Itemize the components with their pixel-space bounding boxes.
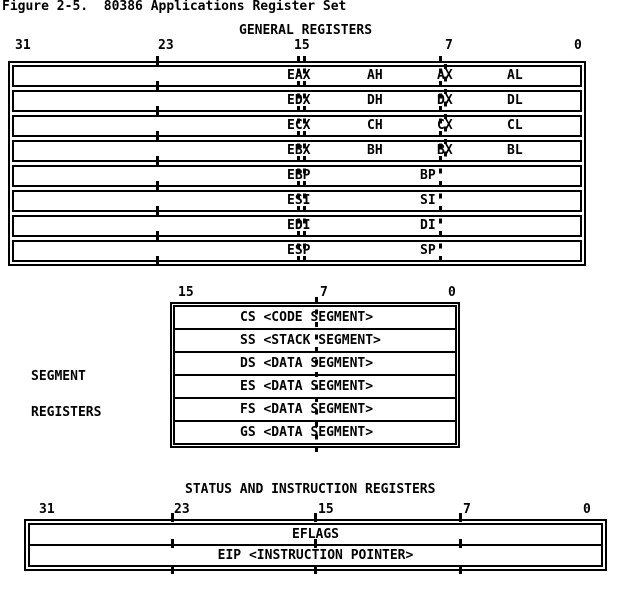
tick-line-bit23 xyxy=(156,56,159,268)
low-byte-label: BL xyxy=(507,143,523,158)
word-register-label: BP xyxy=(420,168,436,183)
status-tick-line-bit7 xyxy=(459,513,462,578)
tick-line-bit15-right xyxy=(303,56,306,268)
high-byte-label: DH xyxy=(367,93,383,108)
word-register-label: SI xyxy=(420,193,436,208)
low-byte-label: AL xyxy=(507,68,523,83)
status-bit-label-0: 0 xyxy=(583,502,591,517)
high-byte-label: AH xyxy=(367,68,383,83)
low-byte-label: DL xyxy=(507,93,523,108)
bit-label-23: 23 xyxy=(158,38,174,53)
segment-row-gs: GS <DATA SEGMENT> xyxy=(240,425,374,440)
segment-registers-side-label: SEGMENT REGISTERS xyxy=(31,347,101,443)
status-tick-line-bit23 xyxy=(171,513,174,578)
word-register-label: DI xyxy=(420,218,436,233)
status-bit-label-15: 15 xyxy=(318,502,334,517)
segment-bit-label-7: 7 xyxy=(320,285,328,300)
status-tick-line-bit15 xyxy=(314,513,317,578)
bit-label-0: 0 xyxy=(574,38,582,53)
general-registers-heading: GENERAL REGISTERS xyxy=(239,23,373,38)
bit-label-15: 15 xyxy=(294,38,310,53)
tick-line-bit7-byte-boundary xyxy=(444,64,447,164)
bit-label-7: 7 xyxy=(445,38,453,53)
eip-row: EIP <INSTRUCTION POINTER> xyxy=(217,548,414,563)
status-bit-label-23: 23 xyxy=(174,502,190,517)
segment-side-label-line1: SEGMENT xyxy=(31,369,86,384)
high-byte-label: BH xyxy=(367,143,383,158)
status-bit-label-7: 7 xyxy=(463,502,471,517)
status-bit-label-31: 31 xyxy=(39,502,55,517)
figure-title: Figure 2-5. 80386 Applications Register … xyxy=(2,0,347,14)
high-byte-label: CH xyxy=(367,118,383,133)
tick-line-bit15-left xyxy=(297,56,300,268)
tick-line-bit7 xyxy=(439,56,442,268)
word-register-label: SP xyxy=(420,243,436,258)
segment-bit-label-15: 15 xyxy=(178,285,194,300)
segment-side-label-line2: REGISTERS xyxy=(31,405,102,420)
bit-label-31: 31 xyxy=(15,38,31,53)
segment-bit-label-0: 0 xyxy=(448,285,456,300)
status-registers-heading: STATUS AND INSTRUCTION REGISTERS xyxy=(185,482,436,497)
segment-tick-line-bit7 xyxy=(315,297,318,458)
low-byte-label: CL xyxy=(507,118,523,133)
